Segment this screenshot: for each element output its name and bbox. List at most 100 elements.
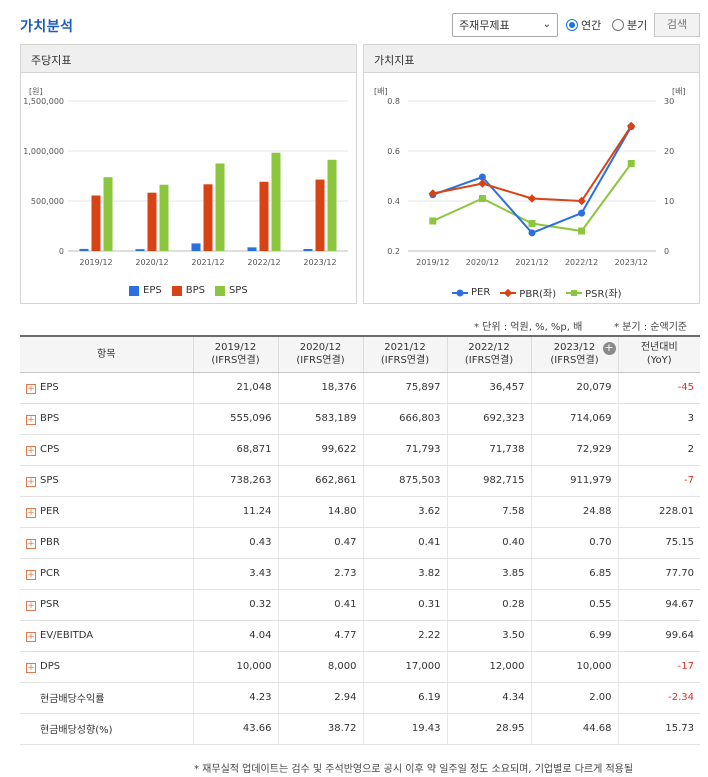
value-cell: 0.55 [530, 589, 618, 621]
point-pbr [577, 196, 586, 206]
value-cell: 12,000 [446, 651, 531, 683]
value-cell: 0.41 [277, 589, 363, 621]
legend-item-pbr[interactable]: PBR(좌) [500, 285, 556, 300]
yoy-cell: 15.73 [617, 713, 700, 745]
yoy-cell: -2.34 [617, 682, 700, 714]
value-cell: 71,793 [362, 434, 447, 466]
radio-annual-label: 연간 [581, 19, 602, 32]
statement-select-value: 주재무제표 [459, 19, 510, 32]
value-cell: 71,738 [446, 434, 531, 466]
legend-label: BPS [185, 285, 205, 296]
add-column-icon[interactable]: + [602, 341, 616, 355]
expand-plus-icon[interactable]: + [26, 600, 36, 611]
value-cell: 714,069 [530, 403, 618, 435]
y-axis-label: [원] [29, 87, 43, 96]
value-cell: 0.70 [530, 527, 618, 559]
bar-bps [147, 192, 157, 251]
header-yoy: 전년대비 (YoY) [617, 335, 700, 373]
header-col: 2022/12 (IFRS연결) [446, 335, 531, 373]
radio-annual[interactable]: 연간 [566, 17, 601, 33]
value-cell: 38.72 [277, 713, 363, 745]
expand-plus-icon[interactable]: + [26, 445, 36, 456]
row-label-cell[interactable]: + PSR [20, 589, 193, 621]
row-label-cell[interactable]: + SPS [20, 465, 193, 497]
bar-eps [247, 247, 257, 251]
y-tick-label: 1,500,000 [23, 97, 64, 106]
bar-eps [191, 243, 201, 251]
expand-plus-icon[interactable]: + [26, 662, 36, 673]
value-cell: 2.73 [277, 558, 363, 590]
x-tick-label: 2022/12 [247, 258, 280, 267]
radio-checked-icon [566, 19, 578, 31]
legend-item-bps[interactable]: BPS [171, 285, 205, 296]
y-tick-label-right: 30 [664, 97, 674, 106]
header-col: 2021/12 (IFRS연결) [362, 335, 447, 373]
value-index-legend: PER PBR(좌) PSR(좌) [452, 285, 631, 300]
value-cell: 692,323 [446, 403, 531, 435]
bar-eps [135, 249, 145, 251]
value-cell: 0.43 [192, 527, 278, 559]
y-tick-label: 0 [59, 247, 64, 256]
row-label-cell[interactable]: + PCR [20, 558, 193, 590]
table-row: + PER 11.24 14.80 3.62 7.58 24.88 228.01 [20, 496, 700, 528]
value-cell: 4.34 [446, 682, 531, 714]
x-tick-label: 2019/12 [416, 258, 449, 267]
expand-plus-icon[interactable]: + [26, 507, 36, 518]
statement-select[interactable]: 주재무제표 ⌄ [452, 13, 558, 37]
value-cell: 72,929 [530, 434, 618, 466]
row-label: DPS [40, 660, 61, 672]
legend-item-per[interactable]: PER [452, 285, 490, 300]
legend-item-eps[interactable]: EPS [129, 285, 162, 296]
x-tick-label: 2021/12 [515, 258, 548, 267]
y-tick-label-left: 0.6 [387, 147, 400, 156]
x-tick-label: 2021/12 [191, 258, 224, 267]
row-label: PBR [40, 536, 60, 548]
value-cell: 0.32 [192, 589, 278, 621]
legend-swatch [566, 289, 583, 296]
expand-plus-icon[interactable]: + [26, 414, 36, 425]
bar-bps [91, 195, 101, 251]
yoy-cell: 99.64 [617, 620, 700, 652]
bar-bps [315, 179, 325, 251]
row-label-cell[interactable]: + EPS [20, 372, 193, 404]
legend-item-psr[interactable]: PSR(좌) [566, 285, 621, 300]
expand-plus-icon[interactable]: + [26, 569, 36, 580]
row-label: 현금배당성향(%) [40, 725, 113, 736]
row-label: BPS [40, 412, 60, 424]
row-label-cell[interactable]: + CPS [20, 434, 193, 466]
point-psr [478, 195, 486, 202]
legend-swatch [452, 289, 468, 296]
expand-plus-icon[interactable]: + [26, 631, 36, 642]
y-tick-label-left: 0.2 [387, 247, 400, 256]
value-cell: 666,803 [362, 403, 447, 435]
value-cell: 43.66 [192, 713, 278, 745]
value-cell: 3.82 [362, 558, 447, 590]
row-label-cell[interactable]: + EV/EBITDA [20, 620, 193, 652]
point-psr [627, 160, 635, 167]
value-cell: 6.85 [530, 558, 618, 590]
expand-plus-icon[interactable]: + [26, 383, 36, 394]
row-label-cell[interactable]: + DPS [20, 651, 193, 683]
search-button[interactable]: 검색 [654, 13, 700, 37]
value-cell: 4.77 [277, 620, 363, 652]
legend-item-sps[interactable]: SPS [214, 285, 248, 296]
value-cell: 19.43 [362, 713, 447, 745]
header-item: 항목 [20, 335, 193, 373]
radio-quarter[interactable]: 분기 [612, 17, 647, 33]
expand-plus-icon[interactable]: + [26, 538, 36, 549]
radio-quarter-label: 분기 [627, 19, 648, 32]
value-cell: 3.62 [362, 496, 447, 528]
value-cell: 21,048 [192, 372, 278, 404]
x-tick-label: 2023/12 [615, 258, 648, 267]
value-cell: 10,000 [530, 651, 618, 683]
value-analysis-header: 가치분석 주재무제표 ⌄ 연간 분기 검색 [0, 0, 708, 40]
table-row: + PBR 0.43 0.47 0.41 0.40 0.70 75.15 [20, 527, 700, 559]
row-label-cell[interactable]: + PER [20, 496, 193, 528]
value-cell: 6.19 [362, 682, 447, 714]
expand-plus-icon[interactable]: + [26, 476, 36, 487]
y-tick-label: 500,000 [31, 197, 64, 206]
row-label-cell[interactable]: + PBR [20, 527, 193, 559]
legend-swatch [171, 285, 182, 296]
row-label-cell[interactable]: + BPS [20, 403, 193, 435]
